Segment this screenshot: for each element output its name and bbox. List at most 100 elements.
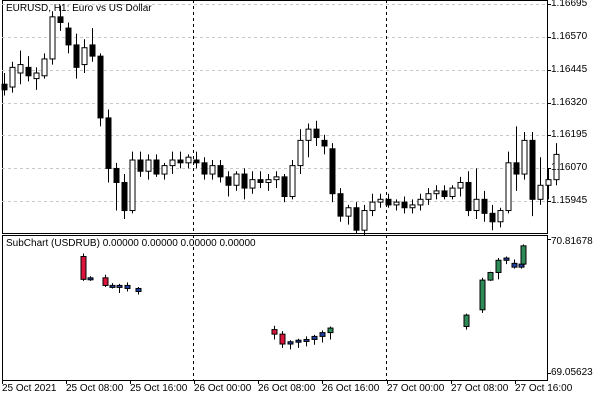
candle-bull xyxy=(265,179,272,183)
candle-bull xyxy=(33,72,40,80)
candle-bull xyxy=(81,47,88,66)
candle-bear xyxy=(313,128,320,139)
subchart-candle-bear xyxy=(102,277,109,286)
subchart-candle-bear xyxy=(279,333,286,345)
subchart-candle-bull xyxy=(319,332,326,337)
candle-bear xyxy=(321,139,328,147)
x-tick-label: 26 Oct 00:00 xyxy=(194,383,252,394)
candle-bull xyxy=(129,159,136,212)
x-tick-label: 27 Oct 08:00 xyxy=(451,383,509,394)
x-tick-label: 26 Oct 08:00 xyxy=(258,383,316,394)
main-chart-header: EURUSD, H1: Euro vs US Dollar xyxy=(6,3,152,14)
subchart-candle-bull xyxy=(87,277,94,281)
candle-bear xyxy=(1,83,8,91)
candle-bear xyxy=(257,179,264,183)
candle-bull xyxy=(553,153,560,181)
candle-bull xyxy=(417,198,424,206)
candle-bear xyxy=(25,66,32,77)
candle-bear xyxy=(481,198,488,214)
candle-bear xyxy=(465,181,472,212)
candle-bear xyxy=(329,148,336,195)
candle-bull xyxy=(169,159,176,167)
candle-bull xyxy=(305,128,312,141)
candle-bull xyxy=(361,210,368,231)
subchart-candle-bull xyxy=(503,257,510,261)
candle-bear xyxy=(489,212,496,223)
subchart-candle-bull xyxy=(479,279,486,311)
candle-bear xyxy=(153,159,160,175)
x-tick-label: 27 Oct 16:00 xyxy=(515,383,573,394)
candle-bear xyxy=(73,44,80,68)
candle-bear xyxy=(57,16,64,23)
candle-bull xyxy=(457,181,464,189)
candle-bull xyxy=(345,207,352,217)
x-tick-label: 25 Oct 2021 xyxy=(2,383,57,394)
x-tick-label: 25 Oct 16:00 xyxy=(130,383,188,394)
candle-bear xyxy=(89,44,96,57)
subchart-candle-bear xyxy=(80,255,87,280)
candle-bear xyxy=(353,207,360,231)
candle-bull xyxy=(545,179,552,186)
candle-bull xyxy=(17,64,24,74)
candle-bear xyxy=(401,201,408,209)
x-tick-label: 27 Oct 00:00 xyxy=(387,383,445,394)
candle-bull xyxy=(297,139,304,167)
subchart-header: SubChart (USDRUB) 0.00000 0.00000 0.0000… xyxy=(6,238,256,249)
subchart-candle-bull xyxy=(311,335,318,340)
y-tick-label: 1.15945 xyxy=(551,195,588,206)
candle-bull xyxy=(9,66,16,88)
candle-bear xyxy=(529,139,536,200)
subchart-candle-bull xyxy=(116,284,123,288)
candle-bear xyxy=(177,159,184,164)
candle-bear xyxy=(193,159,200,164)
candle-bull xyxy=(425,193,432,200)
candle-bear xyxy=(337,193,344,217)
candle-bull xyxy=(377,198,384,203)
candle-bear xyxy=(121,181,128,212)
subchart-candle-bull xyxy=(287,341,294,345)
candle-bull xyxy=(449,187,456,198)
subchart-candle-bull xyxy=(495,259,502,273)
subchart-candle-bull xyxy=(463,314,470,328)
candle-bear xyxy=(281,176,288,198)
candle-bear xyxy=(105,117,112,169)
x-tick-label: 25 Oct 08:00 xyxy=(66,383,124,394)
subchart-candle-bear xyxy=(109,284,116,288)
candle-bull xyxy=(249,179,256,189)
subchart-candle-bear xyxy=(511,262,518,268)
candle-bear xyxy=(217,165,224,178)
subchart-candle-bull xyxy=(520,245,527,265)
candle-bull xyxy=(537,184,544,200)
candle-bull xyxy=(185,156,192,164)
subchart-candle-bull xyxy=(487,271,494,281)
candle-bull xyxy=(497,210,504,223)
subchart-candle-bull xyxy=(327,327,334,334)
y-tick-label: 1.16320 xyxy=(551,97,588,108)
subchart-candle-bear xyxy=(124,284,131,289)
candle-bull xyxy=(273,176,280,181)
subchart-candle-bull xyxy=(135,287,142,293)
candle-bear xyxy=(201,162,208,175)
subchart-frame xyxy=(2,235,548,381)
candle-bear xyxy=(385,198,392,206)
candle-bull xyxy=(433,190,440,195)
subchart-candle-bull xyxy=(295,339,302,343)
y-tick-label: 1.16445 xyxy=(551,64,588,75)
subchart-y-bottom-label: 69.05623 xyxy=(551,367,593,378)
candle-bull xyxy=(289,165,296,198)
candle-bull xyxy=(209,165,216,175)
subchart-y-top-label: 70.81678 xyxy=(551,236,593,247)
y-tick-label: 1.16070 xyxy=(551,162,588,173)
candle-bull xyxy=(233,173,240,186)
subchart-candle-bear xyxy=(271,329,278,335)
candle-bear xyxy=(241,173,248,189)
candle-bear xyxy=(225,176,232,186)
candle-bear xyxy=(441,190,448,198)
candle-bull xyxy=(49,16,56,60)
candle-bear xyxy=(137,159,144,172)
subchart-candle-bull xyxy=(303,338,310,342)
candle-bull xyxy=(409,204,416,209)
candle-bear xyxy=(113,167,120,183)
candle-bull xyxy=(521,139,528,175)
